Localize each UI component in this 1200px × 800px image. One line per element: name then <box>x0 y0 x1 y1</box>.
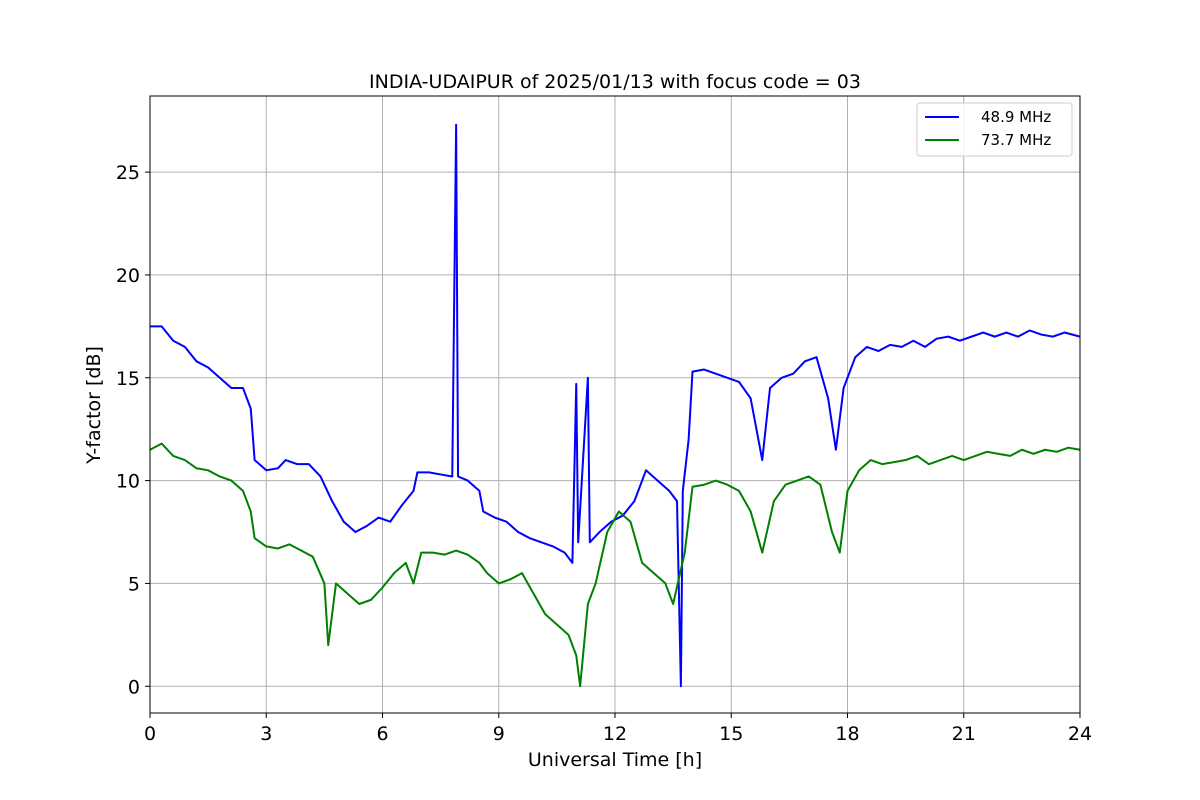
legend: 48.9 MHz 73.7 MHz <box>916 102 1073 157</box>
y-tick-label: 5 <box>128 573 140 595</box>
x-axis-label: Universal Time [h] <box>528 749 702 771</box>
y-tick-label: 25 <box>116 162 140 184</box>
legend-label-48-9: 48.9 MHz <box>981 108 1051 126</box>
x-tick-label: 12 <box>603 723 627 745</box>
chart-title: INDIA-UDAIPUR of 2025/01/13 with focus c… <box>369 71 861 93</box>
series-line-73-7-mhz <box>149 442 1081 688</box>
x-tick-label: 0 <box>144 723 156 745</box>
series-layer <box>149 123 1081 688</box>
ticks: 0 3 6 9 12 15 18 21 24 0 5 10 15 20 25 <box>116 162 1092 745</box>
x-tick-label: 21 <box>952 723 976 745</box>
y-tick-label: 10 <box>116 471 140 493</box>
y-tick-label: 15 <box>116 368 140 390</box>
y-tick-label: 20 <box>116 265 140 287</box>
x-tick-label: 3 <box>260 723 272 745</box>
series-line-48-9-mhz <box>150 123 1081 688</box>
x-tick-label: 6 <box>376 723 388 745</box>
x-tick-label: 24 <box>1068 723 1092 745</box>
x-tick-label: 18 <box>835 723 859 745</box>
legend-label-73-7: 73.7 MHz <box>981 131 1051 149</box>
x-tick-label: 15 <box>719 723 743 745</box>
y-axis-label: Y-factor [dB] <box>83 346 105 465</box>
x-tick-label: 9 <box>493 723 505 745</box>
y-tick-label: 0 <box>128 676 140 698</box>
